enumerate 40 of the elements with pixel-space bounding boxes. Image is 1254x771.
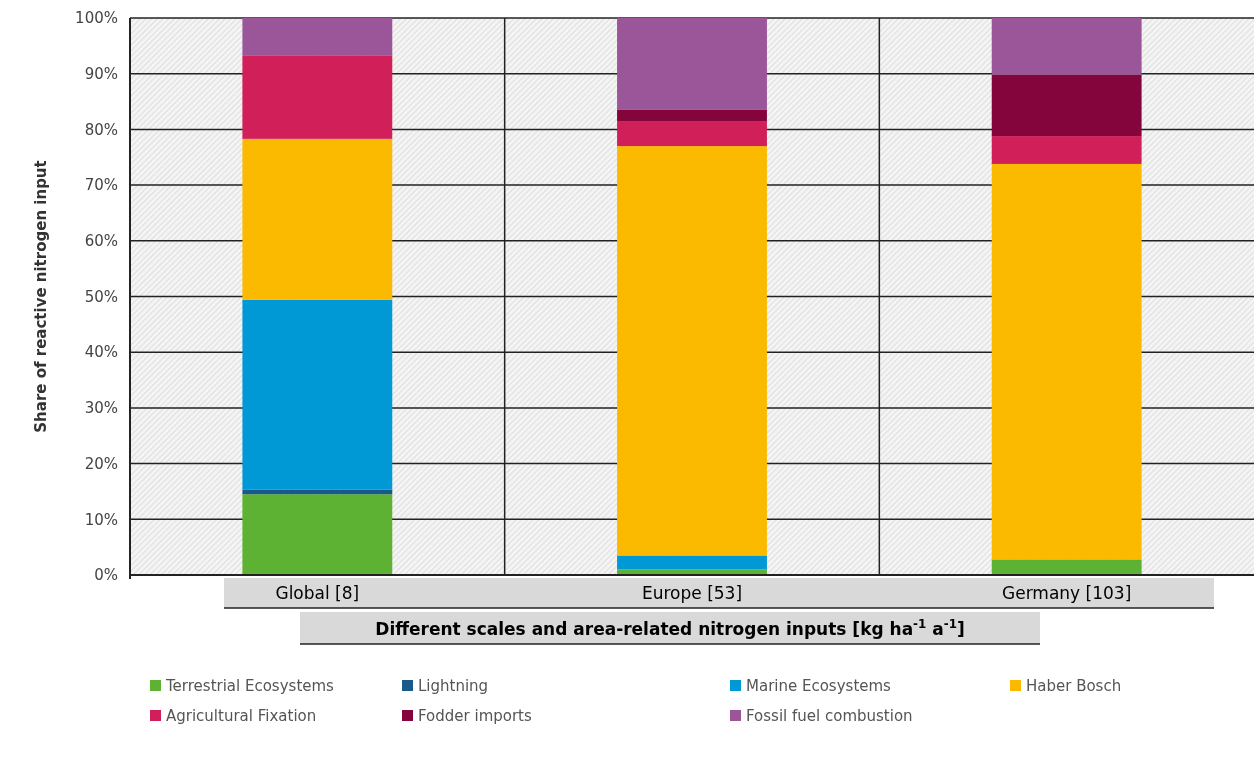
legend-label: Lightning (418, 677, 489, 696)
bar (617, 121, 767, 147)
bar (242, 55, 393, 139)
bar (991, 74, 1142, 137)
bar (242, 299, 393, 490)
legend-label: Fossil fuel combustion (746, 707, 913, 726)
y-tick-label: 0% (94, 566, 118, 585)
y-tick-label: 80% (84, 120, 118, 139)
y-tick-label: 40% (84, 343, 118, 362)
bar (991, 163, 1142, 560)
x-tick-label: Europe [53] (641, 583, 743, 603)
bar (617, 109, 767, 122)
y-tick-label: 100% (75, 9, 118, 28)
y-axis-title: Share of reactive nitrogen input (32, 160, 50, 433)
bar (242, 18, 393, 56)
y-tick-label: 10% (84, 510, 118, 529)
y-tick-label: 50% (84, 287, 118, 306)
bar (991, 136, 1142, 164)
bar (991, 559, 1142, 575)
bar (617, 146, 767, 556)
y-tick-label: 30% (84, 399, 118, 418)
bar (242, 138, 393, 300)
legend-label: Marine Ecosystems (746, 677, 892, 696)
y-tick-label: 60% (84, 232, 118, 251)
y-tick-label: 90% (84, 64, 118, 83)
bar (617, 18, 767, 110)
bar (242, 489, 393, 495)
y-tick-label: 20% (84, 454, 118, 473)
bar (242, 494, 393, 575)
bar (991, 18, 1142, 75)
legend-label: Agricultural Fixation (166, 707, 317, 726)
bar (617, 569, 767, 575)
x-axis-title: Different scales and area-related nitrogen inputs [kg ha$^{-1}$ a$^{-1}$] (375, 617, 965, 639)
legend-label: Fodder imports (418, 707, 532, 726)
bar (617, 555, 767, 570)
legend-label: Haber Bosch (1026, 677, 1122, 696)
x-tick-label: Global [8] (275, 583, 360, 603)
legend-label: Terrestrial Ecosystems (165, 677, 335, 696)
x-tick-label: Germany [103] (1002, 583, 1132, 603)
y-tick-label: 70% (84, 176, 118, 195)
